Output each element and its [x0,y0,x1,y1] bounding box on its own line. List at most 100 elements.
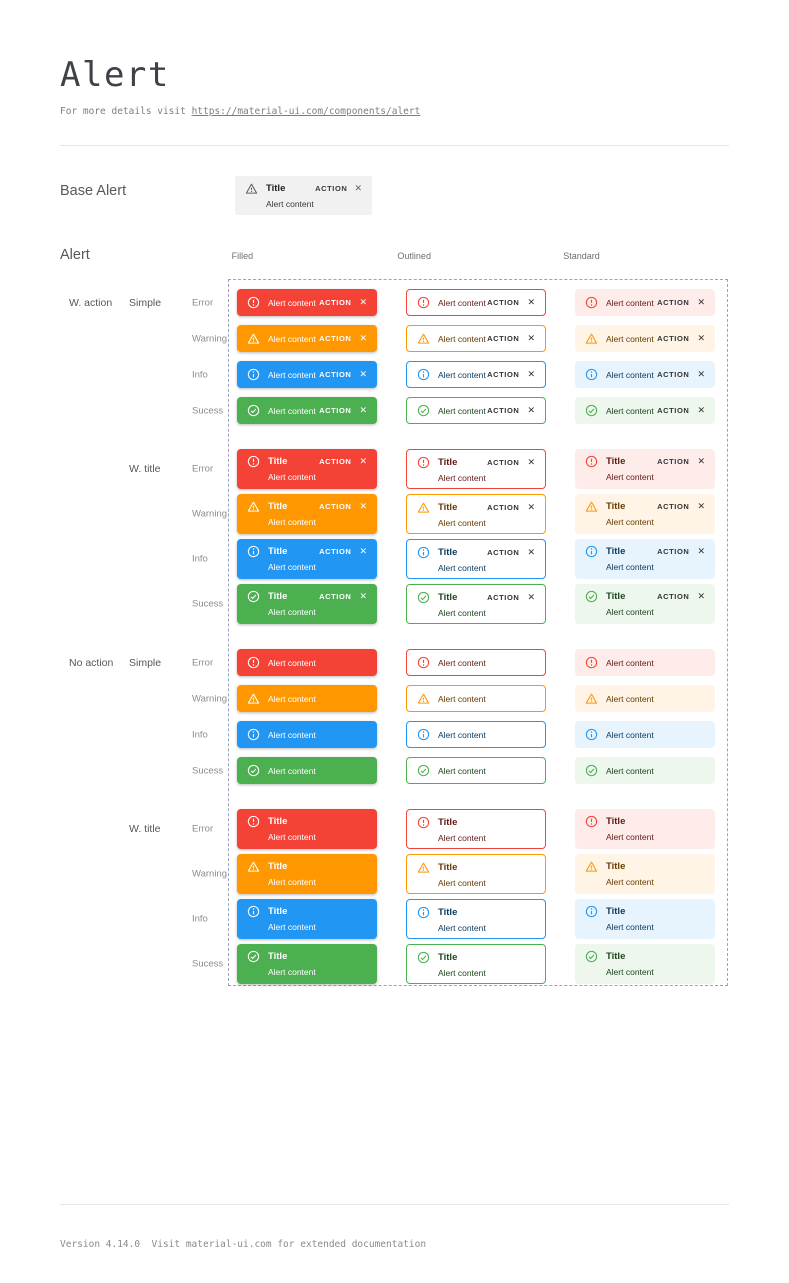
alert-line1: Alert content ACTION ✕ [575,289,715,316]
alert-action-button[interactable]: ACTION [487,298,520,307]
alert-action-button[interactable]: ACTION [319,406,352,415]
alert-line1: Alert content [237,649,377,676]
alert-action-button[interactable]: ACTION [657,406,690,415]
alert-action-button[interactable]: ACTION [319,502,352,511]
alert-row: Sucess Title ACTION ✕ Alert content Title ACTI… [192,584,715,624]
alert-line1: Title ACTION ✕ [417,456,535,469]
alert-action-button[interactable]: ACTION [319,298,352,307]
alert-line1: Alert content ACTION ✕ [237,361,377,388]
error-icon [247,815,260,828]
alert-message: Alert content [268,693,316,704]
alert-action-button[interactable]: ACTION [657,502,690,511]
error-icon [585,815,598,828]
close-icon[interactable]: ✕ [697,405,705,415]
close-icon[interactable]: ✕ [527,405,535,415]
close-icon[interactable]: ✕ [527,547,535,557]
alert-filled-success-with-title-with-action: Title ACTION ✕ Alert content [237,584,377,624]
close-icon[interactable]: ✕ [527,297,535,307]
alert-filled-info-with-action: Alert content ACTION ✕ [237,361,377,388]
severity-label-success: Sucess [192,765,224,776]
alert-message: Alert content [268,369,316,380]
alert-action-button[interactable]: ACTION [487,458,520,467]
alert-outlined-success-with-action: Alert content ACTION ✕ [406,397,546,424]
alert-outlined-info-with-title: Title Alert content [406,899,546,939]
alert-action-button[interactable]: ACTION [657,370,690,379]
alert-message: Alert content [438,297,486,308]
close-icon[interactable]: ✕ [697,369,705,379]
close-icon[interactable]: ✕ [697,297,705,307]
close-icon[interactable]: ✕ [359,333,367,343]
alert-title: Title [606,861,626,872]
alert-action-button[interactable]: ACTION [657,334,690,343]
success-icon [417,591,430,604]
alert-action-button[interactable]: ACTION [487,548,520,557]
alert-action-button[interactable]: ACTION [657,592,690,601]
close-icon[interactable]: ✕ [527,333,535,343]
alert-outlined-error-with-title-with-action: Title ACTION ✕ Alert content [406,449,546,489]
alert-line1: Title [247,950,367,963]
alert-line1: Alert content [575,721,715,748]
alert-action-button[interactable]: ACTION [319,547,352,556]
alert-line1: Title [417,816,535,829]
alert-outlined-info-with-action: Alert content ACTION ✕ [406,361,546,388]
alert-standard-success-with-action: Alert content ACTION ✕ [575,397,715,424]
close-icon[interactable]: ✕ [527,592,535,602]
close-icon[interactable]: ✕ [527,369,535,379]
error-icon [417,816,430,829]
alert-message: Alert content [438,729,486,740]
alert-action-button[interactable]: ACTION [319,592,352,601]
alert-action-button[interactable]: ACTION [657,457,690,466]
close-icon[interactable]: ✕ [697,501,705,511]
close-icon[interactable]: ✕ [527,502,535,512]
alert-content: Alert content [268,607,316,617]
alert-line1: Title [585,905,705,918]
alert-outlined-error: Alert content [406,649,546,676]
close-icon[interactable]: ✕ [697,546,705,556]
alert-content: Alert content [606,877,654,887]
alert-message: Alert content [268,333,316,344]
alert-action-button[interactable]: ACTION [657,298,690,307]
close-icon[interactable]: ✕ [359,297,367,307]
alert-action-button[interactable]: ACTION [487,593,520,602]
alert-line1: Alert content ACTION ✕ [407,326,545,351]
info-icon [585,545,598,558]
alert-title: Title [438,457,458,468]
info-icon [417,728,430,741]
close-icon[interactable]: ✕ [527,457,535,467]
alert-content: Alert content [438,473,486,483]
alert-action-button[interactable]: ACTION [657,547,690,556]
alert-filled-warning: Alert content [237,685,377,712]
alert-content: Alert content [606,922,654,932]
warning-icon [417,332,430,345]
page-content: Alert For more details visit https://mat… [60,0,729,1250]
close-icon[interactable]: ✕ [697,591,705,601]
close-icon[interactable]: ✕ [697,456,705,466]
alert-action-button[interactable]: ACTION [315,184,348,193]
alert-action-button[interactable]: ACTION [487,406,520,415]
alert-action-button[interactable]: ACTION [487,503,520,512]
warning-triangle-icon [245,182,258,195]
alert-action-button[interactable]: ACTION [319,457,352,466]
close-icon[interactable]: ✕ [359,405,367,415]
alert-line1: Title ACTION ✕ [247,590,367,603]
close-icon[interactable]: ✕ [354,183,362,193]
close-icon[interactable]: ✕ [697,333,705,343]
alert-action-button[interactable]: ACTION [487,370,520,379]
alert-line1: Alert content ACTION ✕ [237,397,377,424]
close-icon[interactable]: ✕ [359,369,367,379]
close-icon[interactable]: ✕ [359,591,367,601]
close-icon[interactable]: ✕ [359,456,367,466]
warning-icon [585,860,598,873]
alert-line1: Alert content ACTION ✕ [575,325,715,352]
alert-action-button[interactable]: ACTION [319,334,352,343]
close-icon[interactable]: ✕ [359,501,367,511]
variant-label: W. title [129,823,161,835]
close-icon[interactable]: ✕ [359,546,367,556]
success-icon [585,764,598,777]
alert-outlined-error-with-title: Title Alert content [406,809,546,849]
subtitle-link[interactable]: https://material-ui.com/components/alert [191,106,421,117]
column-header-standard: Standard [563,251,600,261]
alert-action-button[interactable]: ACTION [319,370,352,379]
alert-action-button[interactable]: ACTION [487,334,520,343]
info-icon [417,368,430,381]
